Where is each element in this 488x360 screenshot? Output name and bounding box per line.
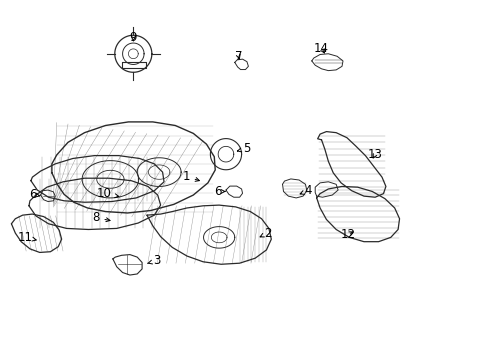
Text: 9: 9 [129, 31, 137, 44]
Text: 4: 4 [300, 184, 311, 197]
Text: 8: 8 [92, 211, 110, 224]
Text: 6: 6 [29, 188, 40, 201]
Text: 3: 3 [147, 254, 160, 267]
Text: 13: 13 [367, 148, 382, 161]
Text: 1: 1 [182, 170, 199, 183]
Text: 12: 12 [340, 228, 355, 241]
Text: 7: 7 [234, 50, 242, 63]
Text: 2: 2 [260, 226, 271, 239]
Text: 11: 11 [18, 231, 36, 244]
Text: 14: 14 [313, 41, 328, 54]
Text: 6: 6 [213, 185, 224, 198]
Text: 10: 10 [97, 187, 119, 200]
Text: 5: 5 [237, 142, 250, 155]
